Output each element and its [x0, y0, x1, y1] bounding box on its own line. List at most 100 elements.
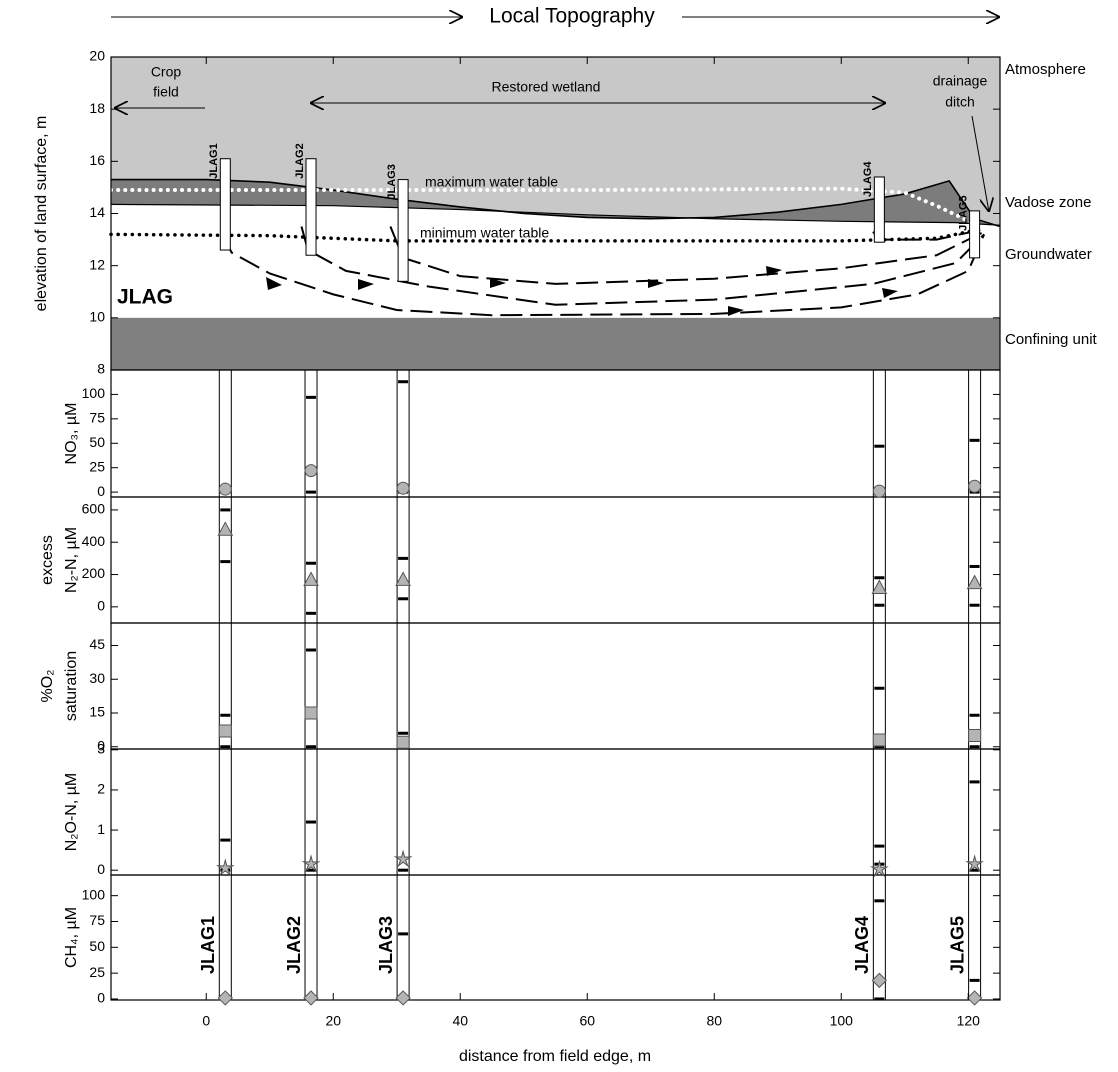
- vadose-zone: [111, 179, 1000, 227]
- well-column: [968, 369, 982, 1001]
- y-tick-label: 20: [89, 48, 105, 64]
- y-tick-label: 600: [82, 501, 106, 517]
- x-tick-label: 100: [830, 1013, 854, 1029]
- marker: [304, 706, 318, 720]
- marker: [303, 571, 319, 586]
- panel-frame: [110, 874, 1001, 1001]
- panel-frame: [110, 369, 1001, 498]
- x-tick-label: 120: [957, 1013, 981, 1029]
- y-tick-label: 50: [89, 938, 105, 954]
- y-axis-label: saturation: [63, 651, 80, 721]
- y-tick-label: 0: [97, 737, 105, 753]
- marker: [217, 521, 234, 536]
- marker: [872, 484, 886, 498]
- panel-frame: [110, 496, 1001, 624]
- marker: [966, 574, 983, 590]
- marker: [871, 972, 888, 989]
- x-tick-label: 80: [706, 1013, 722, 1029]
- y-tick-label: 14: [89, 204, 105, 220]
- y-tick-label: 25: [89, 964, 105, 980]
- y-tick-label: 15: [89, 704, 105, 720]
- y-tick-label: 0: [97, 598, 105, 614]
- marker: [965, 854, 985, 873]
- marker: [218, 724, 232, 738]
- y-tick-label: 45: [89, 636, 105, 652]
- wetland-label: Restored wetland: [492, 79, 601, 95]
- well: [969, 210, 981, 259]
- marker: [395, 990, 411, 1006]
- background-layer: maximum water table minimum water table: [109, 57, 1001, 1001]
- site-label: JLAG: [117, 286, 173, 309]
- marker: [396, 735, 410, 749]
- marker: [869, 859, 889, 878]
- marker: [215, 858, 235, 877]
- well: [873, 176, 885, 243]
- panel-frame: [110, 748, 1001, 876]
- flow-path: [300, 226, 985, 306]
- crop-label: Crop: [151, 64, 182, 80]
- ditch-label: drainage: [933, 73, 988, 89]
- marker: [872, 733, 886, 747]
- panel-frame: [110, 622, 1001, 750]
- marker: [303, 990, 319, 1006]
- figure-title: Local Topography: [489, 5, 655, 28]
- well-label: JLAG1: [198, 916, 218, 974]
- marker: [968, 479, 982, 493]
- well: [305, 158, 317, 256]
- well-label: JLAG4: [862, 161, 874, 197]
- y-tick-label: 8: [97, 361, 105, 377]
- foreground-layer: Local Topography Crop field Restored wet…: [33, 5, 1097, 1066]
- y-tick-label: 400: [82, 533, 106, 549]
- x-axis-label: distance from field edge, m: [459, 1048, 651, 1065]
- well-label: JLAG1: [208, 143, 220, 178]
- water-table-label: minimum water table: [420, 225, 549, 241]
- y-tick-label: 3: [97, 741, 105, 757]
- max-water-table: [109, 186, 977, 226]
- y-tick-label: 0: [97, 990, 105, 1006]
- flow-path: [221, 233, 986, 317]
- flow-path: [389, 226, 985, 285]
- y-axis-label: elevation of land surface, m: [33, 116, 50, 312]
- y-axis-label: %O₂: [39, 670, 56, 703]
- y-tick-label: 50: [89, 434, 105, 450]
- y-axis-label: excess: [39, 535, 56, 585]
- confining-unit: [111, 317, 1000, 370]
- y-tick-label: 2: [97, 781, 105, 797]
- x-tick-label: 20: [325, 1013, 341, 1029]
- marker: [393, 849, 413, 868]
- y-tick-label: 100: [82, 886, 106, 902]
- y-axis-label: N₂O-N, µM: [63, 773, 80, 852]
- ditch-label: ditch: [945, 94, 975, 110]
- marker: [301, 854, 321, 873]
- flow-arrow: [266, 277, 282, 290]
- land-surface: [111, 178, 1001, 228]
- vadose-base: [110, 203, 1001, 226]
- x-tick-label: 0: [202, 1013, 210, 1029]
- y-tick-label: 0: [97, 483, 105, 499]
- well-column: [218, 369, 232, 1001]
- min-water-table: [109, 227, 983, 243]
- y-tick-label: 100: [82, 385, 106, 401]
- well-label: JLAG3: [376, 916, 396, 974]
- marker: [871, 579, 888, 594]
- marker: [966, 990, 983, 1006]
- flow-arrow: [728, 306, 744, 316]
- x-tick-label: 60: [579, 1013, 595, 1029]
- marker: [218, 482, 232, 496]
- flow-arrow: [490, 278, 506, 288]
- zone-label: Confining unit: [1005, 331, 1098, 348]
- well-label: JLAG2: [284, 916, 304, 974]
- flow-arrow: [648, 279, 664, 288]
- y-tick-label: 12: [89, 256, 105, 272]
- flow-arrows: [266, 266, 898, 316]
- y-tick-label: 1: [97, 821, 105, 837]
- well: [397, 179, 409, 282]
- marker: [304, 464, 318, 478]
- zone-label: Atmosphere: [1005, 61, 1086, 78]
- y-tick-label: 0: [97, 861, 105, 877]
- marker: [968, 729, 982, 742]
- well-column: [396, 369, 410, 1001]
- well-label: JLAG2: [294, 143, 306, 178]
- y-tick-label: 75: [89, 410, 105, 426]
